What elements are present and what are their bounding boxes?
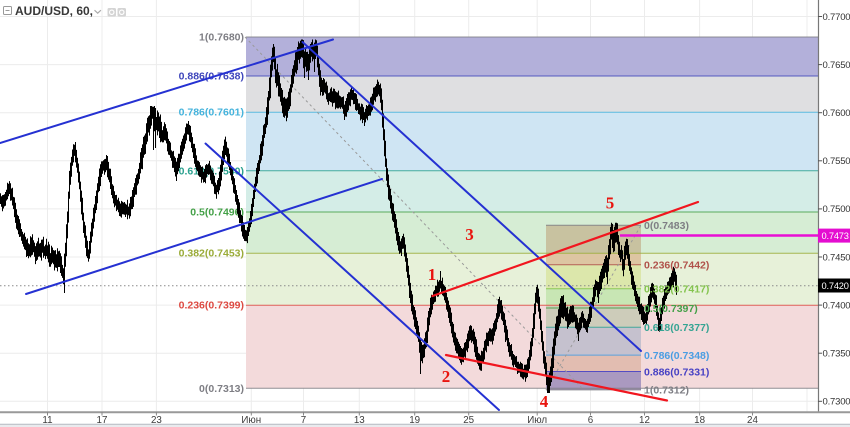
svg-text:0.382(0.7417): 0.382(0.7417)	[644, 284, 709, 296]
svg-text:12: 12	[639, 415, 650, 426]
svg-text:0.5(0.7496): 0.5(0.7496)	[190, 207, 244, 219]
svg-text:0.382(0.7453): 0.382(0.7453)	[179, 248, 244, 260]
svg-text:24: 24	[747, 415, 758, 426]
svg-text:2: 2	[442, 367, 451, 386]
svg-text:18: 18	[694, 415, 705, 426]
svg-text:25: 25	[463, 415, 474, 426]
svg-text:0.7350: 0.7350	[823, 349, 850, 360]
svg-text:4: 4	[540, 392, 549, 411]
svg-text:5: 5	[606, 194, 615, 213]
svg-text:1: 1	[428, 265, 437, 284]
svg-text:Июн: Июн	[241, 415, 261, 426]
svg-text:0.7300: 0.7300	[823, 397, 850, 408]
svg-text:7: 7	[301, 415, 306, 426]
svg-text:23: 23	[151, 415, 162, 426]
svg-text:0(0.7483): 0(0.7483)	[644, 220, 689, 232]
svg-text:0(0.7313): 0(0.7313)	[199, 383, 244, 395]
svg-text:0.786(0.7601): 0.786(0.7601)	[179, 107, 244, 119]
svg-text:19: 19	[409, 415, 420, 426]
svg-text:0.7650: 0.7650	[823, 60, 850, 71]
svg-text:1(0.7680): 1(0.7680)	[199, 32, 244, 44]
svg-text:3: 3	[465, 225, 474, 244]
svg-text:0.7500: 0.7500	[823, 204, 850, 215]
svg-text:0.236(0.7399): 0.236(0.7399)	[179, 300, 244, 312]
svg-text:17: 17	[97, 415, 108, 426]
svg-text:0.618(0.7377): 0.618(0.7377)	[644, 322, 709, 334]
svg-text:0.236(0.7442): 0.236(0.7442)	[644, 260, 709, 272]
svg-text:0.7473: 0.7473	[822, 231, 849, 241]
svg-text:11: 11	[42, 415, 52, 426]
svg-text:0.7700: 0.7700	[823, 12, 850, 23]
svg-text:13: 13	[354, 415, 365, 426]
svg-text:1(0.7312): 1(0.7312)	[644, 385, 689, 397]
svg-text:0.886(0.7331): 0.886(0.7331)	[644, 366, 709, 378]
svg-text:0.7600: 0.7600	[823, 108, 850, 119]
svg-text:0.786(0.7348): 0.786(0.7348)	[644, 350, 709, 362]
svg-text:0.5(0.7397): 0.5(0.7397)	[644, 303, 698, 315]
svg-text:0.7550: 0.7550	[823, 156, 850, 167]
svg-text:0.7450: 0.7450	[823, 252, 850, 263]
svg-text:0.7400: 0.7400	[823, 300, 850, 311]
svg-text:AUD/USD, 60,: AUD/USD, 60,	[15, 4, 93, 18]
svg-text:0.7420: 0.7420	[822, 281, 849, 291]
svg-text:6: 6	[588, 415, 594, 426]
svg-text:Июл: Июл	[527, 415, 547, 426]
